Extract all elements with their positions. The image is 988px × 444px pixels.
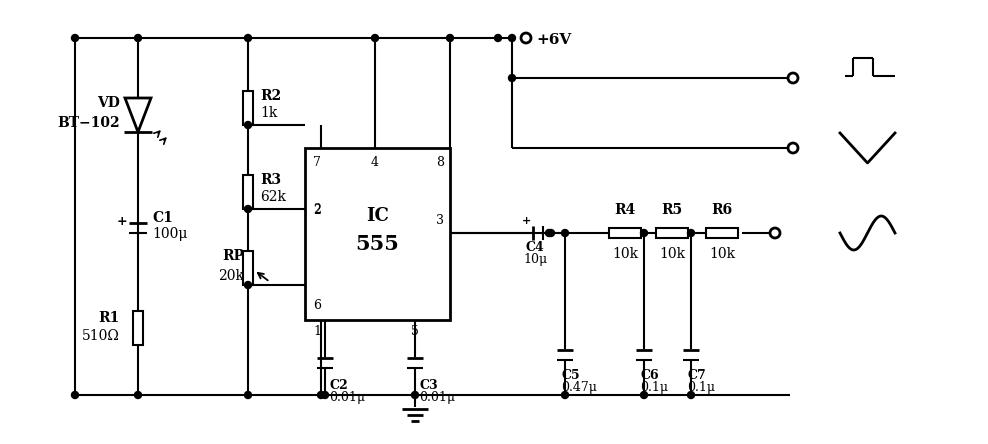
Circle shape <box>134 35 141 41</box>
Polygon shape <box>125 98 151 132</box>
Text: 10k: 10k <box>659 247 685 261</box>
Circle shape <box>244 206 252 213</box>
Text: 4: 4 <box>371 156 379 169</box>
Text: 6: 6 <box>313 299 321 312</box>
Circle shape <box>447 35 453 41</box>
Text: C4: C4 <box>526 241 544 254</box>
Circle shape <box>688 230 695 237</box>
Text: C6: C6 <box>640 369 659 382</box>
Circle shape <box>521 33 531 43</box>
Text: C3: C3 <box>419 379 438 392</box>
Circle shape <box>640 230 647 237</box>
Text: 0.01μ: 0.01μ <box>419 391 455 404</box>
Circle shape <box>688 392 695 399</box>
Circle shape <box>321 392 328 399</box>
Circle shape <box>788 73 798 83</box>
Bar <box>706 228 738 238</box>
Circle shape <box>317 392 324 399</box>
Circle shape <box>640 392 647 399</box>
Text: 10k: 10k <box>612 247 638 261</box>
Circle shape <box>71 35 78 41</box>
Bar <box>243 91 253 125</box>
Text: C2: C2 <box>329 379 348 392</box>
Circle shape <box>244 122 252 128</box>
Text: R1: R1 <box>99 311 120 325</box>
Text: 8: 8 <box>436 156 444 169</box>
Text: IC: IC <box>367 207 389 225</box>
Text: C1: C1 <box>152 211 173 225</box>
Text: R4: R4 <box>615 203 635 217</box>
Text: 20k: 20k <box>218 269 244 283</box>
Text: RP: RP <box>222 249 244 263</box>
Text: 1: 1 <box>313 325 321 338</box>
Text: R3: R3 <box>260 173 282 187</box>
Bar <box>609 228 641 238</box>
Text: 510Ω: 510Ω <box>82 329 120 343</box>
Text: +: + <box>117 214 127 227</box>
Text: 0.1μ: 0.1μ <box>640 381 668 394</box>
Circle shape <box>770 228 780 238</box>
Circle shape <box>495 35 502 41</box>
Text: 555: 555 <box>356 234 399 254</box>
Text: 0.47μ: 0.47μ <box>561 381 597 394</box>
Text: BT−102: BT−102 <box>57 116 120 130</box>
Bar <box>133 311 143 345</box>
Text: 7: 7 <box>313 156 321 169</box>
Circle shape <box>71 392 78 399</box>
Text: 5: 5 <box>411 325 419 338</box>
Text: VD: VD <box>97 96 120 110</box>
Bar <box>243 175 253 209</box>
Text: 10k: 10k <box>709 247 735 261</box>
Text: 1k: 1k <box>260 106 278 120</box>
Circle shape <box>244 392 252 399</box>
Circle shape <box>788 143 798 153</box>
Text: 3: 3 <box>436 214 444 226</box>
Circle shape <box>547 230 554 237</box>
Bar <box>305 148 450 320</box>
Text: 100μ: 100μ <box>152 227 188 241</box>
Text: R2: R2 <box>260 89 282 103</box>
Bar <box>243 251 253 285</box>
Text: 0.01μ: 0.01μ <box>329 391 365 404</box>
Circle shape <box>509 75 516 82</box>
Text: 2: 2 <box>313 202 321 215</box>
Circle shape <box>561 230 568 237</box>
Text: R6: R6 <box>711 203 732 217</box>
Circle shape <box>244 281 252 289</box>
Text: 0.1μ: 0.1μ <box>687 381 715 394</box>
Circle shape <box>509 35 516 41</box>
Text: C5: C5 <box>561 369 580 382</box>
Circle shape <box>545 230 552 237</box>
Circle shape <box>134 392 141 399</box>
Text: R5: R5 <box>661 203 683 217</box>
Bar <box>656 228 688 238</box>
Text: +6V: +6V <box>536 33 571 47</box>
Text: 62k: 62k <box>260 190 286 204</box>
Circle shape <box>561 392 568 399</box>
Text: +: + <box>522 216 531 226</box>
Circle shape <box>371 35 378 41</box>
Circle shape <box>244 35 252 41</box>
Text: 2: 2 <box>313 203 321 217</box>
Text: 10μ: 10μ <box>523 253 547 266</box>
Text: C7: C7 <box>687 369 705 382</box>
Circle shape <box>411 392 419 399</box>
